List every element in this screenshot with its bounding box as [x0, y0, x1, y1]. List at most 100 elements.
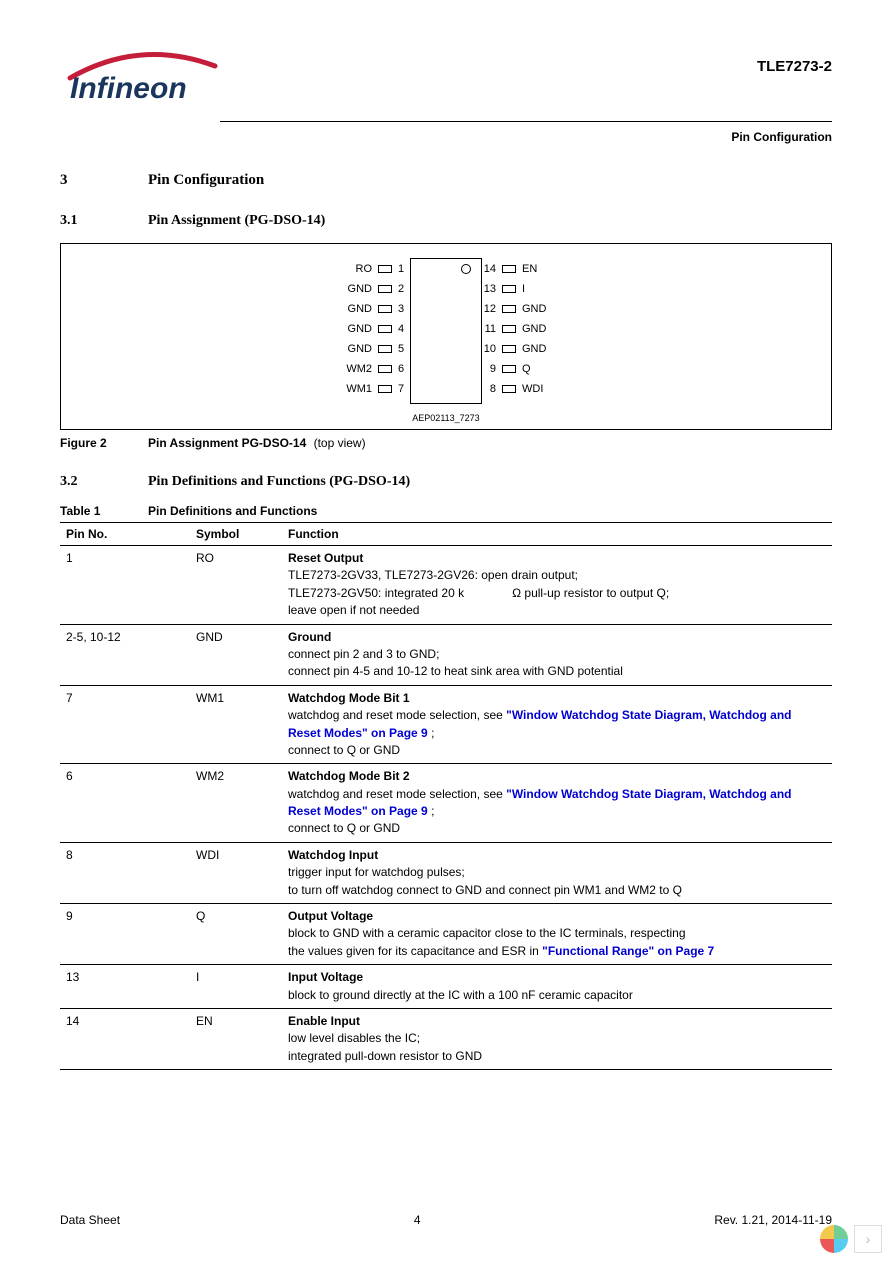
- table-row: 7WM1Watchdog Mode Bit 1watchdog and rese…: [60, 685, 832, 764]
- function-line: watchdog and reset mode selection, see: [288, 708, 506, 722]
- function-line: connect to Q or GND: [288, 821, 400, 835]
- pin-left-4: GND 4: [338, 322, 410, 336]
- cell-pin-no: 2-5, 10-12: [60, 624, 190, 685]
- table-row: 8WDIWatchdog Inputtrigger input for watc…: [60, 842, 832, 903]
- section-label: Pin Configuration: [60, 130, 832, 144]
- pin-pad: [378, 305, 392, 313]
- pin-pad: [502, 285, 516, 293]
- cell-function: Reset OutputTLE7273-2GV33, TLE7273-2GV26…: [282, 546, 832, 625]
- pin-left-3: GND3: [338, 302, 410, 316]
- pin1-marker: [461, 264, 471, 274]
- table-row: 13IInput Voltageblock to ground directly…: [60, 965, 832, 1009]
- cell-pin-no: 8: [60, 842, 190, 903]
- pin-left-2: GND2: [338, 282, 410, 296]
- pin-label: Q: [522, 363, 531, 375]
- th-pin-no: Pin No.: [60, 523, 190, 546]
- cell-pin-no: 13: [60, 965, 190, 1009]
- pin-number: 8: [482, 383, 496, 395]
- pin-number: 11: [482, 323, 496, 335]
- function-line: block to GND with a ceramic capacitor cl…: [288, 926, 686, 940]
- pin-left-5: GND5: [338, 342, 410, 356]
- pin-label: I: [522, 283, 525, 295]
- pin-number: 13: [482, 283, 496, 295]
- pin-label: GND: [522, 343, 546, 355]
- pin-right-11: 11 GND: [482, 322, 554, 336]
- cell-symbol: WM1: [190, 685, 282, 764]
- function-line: connect to Q or GND: [288, 743, 400, 757]
- function-title: Reset Output: [288, 551, 363, 565]
- pin-right-8: 8 WDI: [482, 382, 554, 396]
- pin-label: GND: [348, 323, 372, 335]
- cell-function: Watchdog Inputtrigger input for watchdog…: [282, 842, 832, 903]
- pin-pad: [502, 265, 516, 273]
- subsection-num: 3.2: [60, 474, 148, 490]
- infineon-logo: Infineon: [60, 50, 230, 113]
- pin-pad: [502, 385, 516, 393]
- pin-number: 3: [398, 303, 410, 315]
- pin-number: 4: [398, 323, 410, 335]
- pin-pad: [378, 385, 392, 393]
- pin-label: WDI: [522, 383, 543, 395]
- function-title: Enable Input: [288, 1014, 360, 1028]
- cell-function: Output Voltage block to GND with a cerami…: [282, 904, 832, 965]
- subsection-num: 3.1: [60, 213, 148, 229]
- page-footer: Data Sheet 4 Rev. 1.21, 2014-11-19: [60, 1213, 832, 1227]
- pin-number: 9: [482, 363, 496, 375]
- datasheet-page: Infineon TLE7273-2 Pin Configuration 3 P…: [0, 0, 892, 1110]
- pin-label: GND: [522, 303, 546, 315]
- pin-number: 14: [482, 263, 496, 275]
- pin-label: GND: [348, 343, 372, 355]
- pin-pad: [378, 285, 392, 293]
- pin-right-14: 14 EN: [482, 262, 554, 276]
- pin-right-10: 10GND: [482, 342, 554, 356]
- pin-label: EN: [522, 263, 537, 275]
- table-title: Pin Definitions and Functions: [148, 504, 317, 518]
- pin-right-9: 9Q: [482, 362, 554, 376]
- subsection-title: Pin Assignment (PG-DSO-14): [148, 213, 325, 229]
- function-line: to turn off watchdog connect to GND and …: [288, 883, 682, 897]
- cell-symbol: I: [190, 965, 282, 1009]
- viewer-controls: ›: [820, 1225, 882, 1253]
- footer-left: Data Sheet: [60, 1213, 120, 1227]
- figure-title: Pin Assignment PG-DSO-14 (top view): [148, 436, 366, 450]
- pin-label: GND: [348, 283, 372, 295]
- pin-left-1: RO 1: [338, 262, 410, 276]
- pin-definitions-table: Pin No. Symbol Function 1ROReset OutputT…: [60, 522, 832, 1070]
- function-line: trigger input for watchdog pulses;: [288, 865, 465, 879]
- th-symbol: Symbol: [190, 523, 282, 546]
- function-line: leave open if not needed: [288, 603, 419, 617]
- table-row: 2-5, 10-12GNDGroundconnect pin 2 and 3 t…: [60, 624, 832, 685]
- pin-number: 7: [398, 383, 410, 395]
- pin-number: 6: [398, 363, 410, 375]
- cell-function: Groundconnect pin 2 and 3 to GND;connect…: [282, 624, 832, 685]
- function-line: connect pin 4-5 and 10-12 to heat sink a…: [288, 664, 623, 678]
- pin-pad: [502, 305, 516, 313]
- function-line: watchdog and reset mode selection, see: [288, 787, 506, 801]
- section-title: Pin Configuration: [148, 172, 264, 189]
- pin-label: WM2: [346, 363, 372, 375]
- cell-function: Watchdog Mode Bit 1watchdog and reset mo…: [282, 685, 832, 764]
- next-page-button[interactable]: ›: [854, 1225, 882, 1253]
- cross-reference-link[interactable]: "Functional Range" on Page 7: [542, 944, 714, 958]
- pin-label: GND: [522, 323, 546, 335]
- section-3.2-heading: 3.2 Pin Definitions and Functions (PG-DS…: [60, 474, 832, 490]
- table-row: 6WM2Watchdog Mode Bit 2watchdog and rese…: [60, 764, 832, 843]
- pin-label: WM1: [346, 383, 372, 395]
- function-title: Output Voltage: [288, 909, 373, 923]
- figure-2-box: RO1GND2GND3GND4GND5WM26WM1714EN13I12GND1…: [60, 243, 832, 430]
- table-label: Table 1: [60, 504, 148, 518]
- function-line: TLE7273-2GV50: integrated 20 k Ω pull-up…: [288, 586, 669, 600]
- pin-number: 1: [398, 263, 410, 275]
- pin-right-12: 12GND: [482, 302, 554, 316]
- function-title: Input Voltage: [288, 970, 363, 984]
- cell-pin-no: 14: [60, 1008, 190, 1069]
- pin-pad: [502, 325, 516, 333]
- pin-label: RO: [356, 263, 373, 275]
- cell-symbol: RO: [190, 546, 282, 625]
- product-id: TLE7273-2: [757, 58, 832, 75]
- chip-code: AEP02113_7273: [61, 413, 831, 423]
- svg-text:Infineon: Infineon: [70, 72, 187, 105]
- figure-label: Figure 2: [60, 436, 148, 450]
- footer-right: Rev. 1.21, 2014-11-19: [714, 1213, 832, 1227]
- function-title: Ground: [288, 630, 331, 644]
